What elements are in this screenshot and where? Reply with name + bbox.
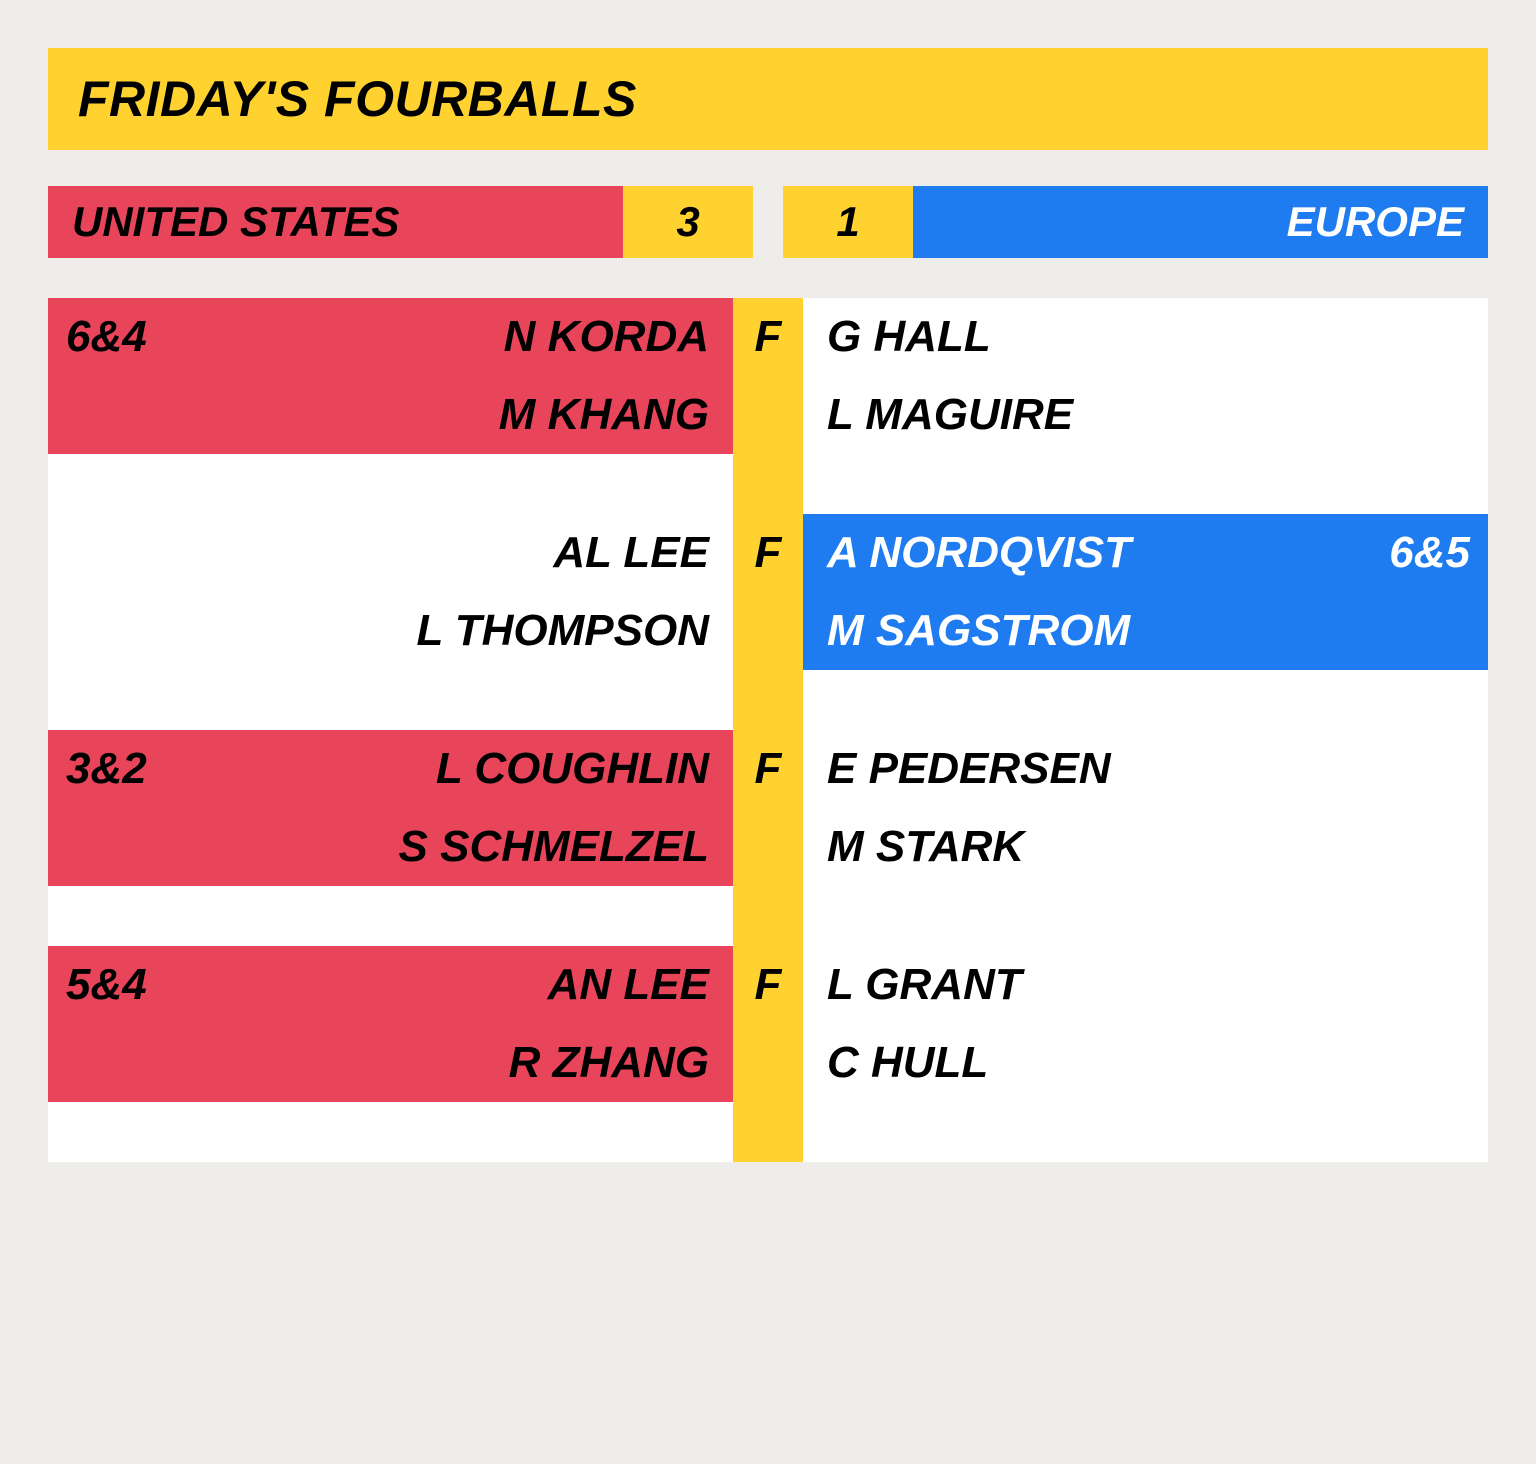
center-spacer [733,808,803,886]
player-cell-left: M KHANG [48,376,733,454]
team-name-right: EUROPE [913,186,1488,258]
player-cell-right: C HULL [803,1024,1488,1102]
player-name: A NORDQVIST [827,528,1131,578]
center-spacer [733,1024,803,1102]
match-score: 6&4 [66,312,147,362]
player-name: L COUGHLIN [436,744,709,794]
match-status: F [733,298,803,376]
player-name: L GRANT [827,960,1022,1010]
player-cell-right: M SAGSTROM [803,592,1488,670]
team-score-right: 1 [783,186,913,258]
player-name: N KORDA [504,312,709,362]
player-cell-right: A NORDQVIST 6&5 [803,514,1488,592]
player-name: R ZHANG [509,1038,709,1088]
team-score-left: 3 [623,186,753,258]
scoreboard-card: FRIDAY'S FOURBALLS UNITED STATES 3 1 EUR… [48,48,1488,1162]
player-cell-right: M STARK [803,808,1488,886]
match-score: 5&4 [66,960,147,1010]
match-gap [48,670,1488,730]
player-cell-left: L COUGHLIN 3&2 [48,730,733,808]
player-name: AN LEE [548,960,709,1010]
overall-score-row: UNITED STATES 3 1 EUROPE [48,186,1488,258]
match-row: L COUGHLIN 3&2 S SCHMELZEL F E PEDERSEN M STA… [48,730,1488,886]
player-cell-left: N KORDA 6&4 [48,298,733,376]
player-name: S SCHMELZEL [399,822,709,872]
player-name: M KHANG [499,390,709,440]
match-status: F [733,946,803,1024]
player-cell-right: E PEDERSEN [803,730,1488,808]
match-score: 3&2 [66,744,147,794]
player-cell-right: L GRANT [803,946,1488,1024]
player-cell-right: G HALL [803,298,1488,376]
player-cell-left: S SCHMELZEL [48,808,733,886]
player-name: AL LEE [553,528,709,578]
player-cell-left: R ZHANG [48,1024,733,1102]
matches-list: N KORDA 6&4 M KHANG F G HALL L MAGUIRE AL LEE L… [48,298,1488,1162]
player-cell-left: AN LEE 5&4 [48,946,733,1024]
center-spacer [733,592,803,670]
player-cell-left: AL LEE [48,514,733,592]
player-name: M STARK [827,822,1024,872]
match-gap [48,886,1488,946]
player-name: G HALL [827,312,991,362]
player-name: L MAGUIRE [827,390,1073,440]
player-name: E PEDERSEN [827,744,1111,794]
score-side-right: 1 EUROPE [783,186,1488,258]
match-score: 6&5 [1389,528,1470,578]
match-row: AN LEE 5&4 R ZHANG F L GRANT C HULL [48,946,1488,1102]
match-gap [48,454,1488,514]
center-spacer [733,376,803,454]
team-name-left: UNITED STATES [48,186,623,258]
player-name: L THOMPSON [416,606,709,656]
title-bar: FRIDAY'S FOURBALLS [48,48,1488,150]
match-status: F [733,730,803,808]
player-cell-left: L THOMPSON [48,592,733,670]
match-gap [48,1102,1488,1162]
match-row: N KORDA 6&4 M KHANG F G HALL L MAGUIRE [48,298,1488,454]
player-name: M SAGSTROM [827,606,1130,656]
player-cell-right: L MAGUIRE [803,376,1488,454]
match-row: AL LEE L THOMPSON F A NORDQVIST 6&5 M SAGSTRO… [48,514,1488,670]
player-name: C HULL [827,1038,988,1088]
score-side-left: UNITED STATES 3 [48,186,753,258]
match-status: F [733,514,803,592]
